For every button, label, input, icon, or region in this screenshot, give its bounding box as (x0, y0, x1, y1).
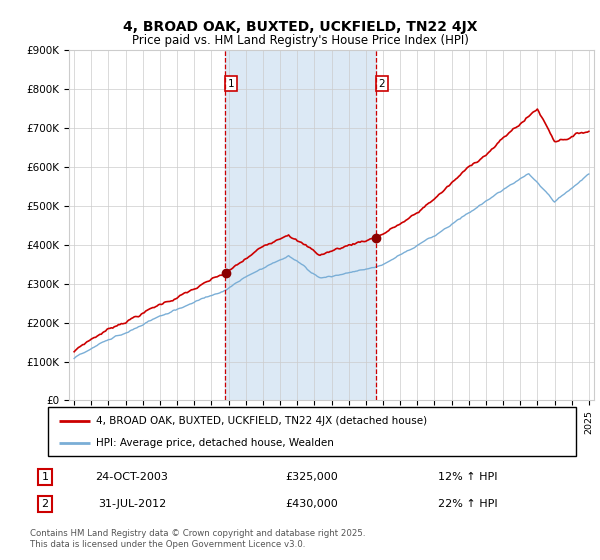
Text: 2: 2 (41, 499, 49, 509)
Text: 24-OCT-2003: 24-OCT-2003 (95, 472, 169, 482)
Text: Contains HM Land Registry data © Crown copyright and database right 2025.
This d: Contains HM Land Registry data © Crown c… (30, 529, 365, 549)
Text: 1: 1 (41, 472, 49, 482)
Text: 12% ↑ HPI: 12% ↑ HPI (438, 472, 498, 482)
Text: £430,000: £430,000 (286, 499, 338, 509)
Text: 4, BROAD OAK, BUXTED, UCKFIELD, TN22 4JX (detached house): 4, BROAD OAK, BUXTED, UCKFIELD, TN22 4JX… (95, 416, 427, 426)
Text: 22% ↑ HPI: 22% ↑ HPI (438, 499, 498, 509)
Text: 2: 2 (379, 78, 385, 88)
Text: HPI: Average price, detached house, Wealden: HPI: Average price, detached house, Weal… (95, 437, 334, 447)
Text: Price paid vs. HM Land Registry's House Price Index (HPI): Price paid vs. HM Land Registry's House … (131, 34, 469, 46)
Text: 1: 1 (228, 78, 235, 88)
Bar (226, 50, 376, 400)
Text: 4, BROAD OAK, BUXTED, UCKFIELD, TN22 4JX: 4, BROAD OAK, BUXTED, UCKFIELD, TN22 4JX (123, 20, 477, 34)
Text: £325,000: £325,000 (286, 472, 338, 482)
Text: 31-JUL-2012: 31-JUL-2012 (98, 499, 166, 509)
